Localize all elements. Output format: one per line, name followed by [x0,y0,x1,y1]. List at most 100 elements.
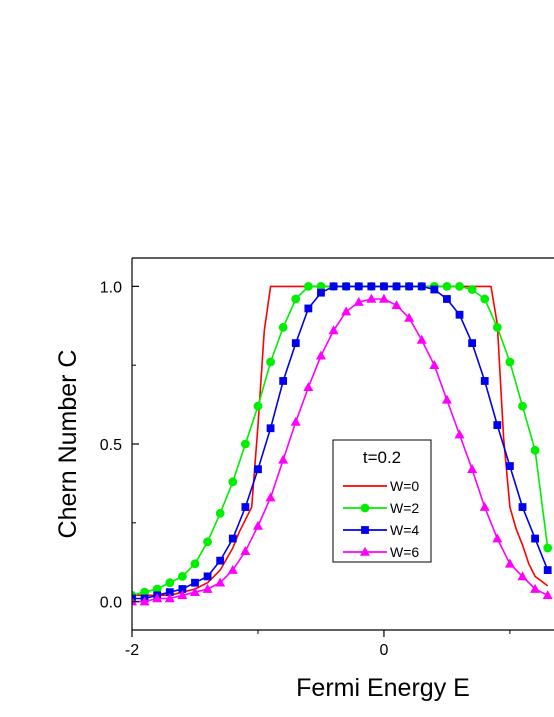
data-point-w4 [493,421,502,429]
data-point-w4 [506,462,514,470]
data-point-w6 [177,590,188,600]
data-point-w6 [290,416,301,426]
legend-marker [360,546,370,556]
data-point-w2 [266,357,275,367]
legend-entry-w4: W=4 [343,522,419,538]
legend-label: W=0 [390,478,419,494]
data-point-w2 [442,281,452,291]
legend-title: t=0.2 [363,448,401,467]
y-tick-label: 1.0 [100,279,122,296]
data-point-w2 [152,584,162,594]
legend-label: W=2 [390,500,419,516]
data-point-w6 [189,586,200,596]
data-point-w4 [304,304,313,313]
data-point-w2 [215,508,225,518]
data-point-w4 [531,534,540,543]
axes-layer: 0.0 0.5 1.0 -2 0 [100,257,554,659]
data-point-w4 [241,503,250,511]
data-point-w6 [152,593,163,603]
x-tick-label: 0 [379,642,388,659]
data-point-w4 [443,295,451,303]
data-point-w6 [227,564,238,574]
x-tick-label: -2 [125,642,139,659]
legend-label: W=4 [390,522,419,538]
data-point-w2 [228,477,238,487]
data-point-w4 [317,288,325,297]
data-point-w2 [177,572,187,581]
data-point-w4 [543,566,552,575]
data-point-w2 [140,587,149,597]
data-point-w4 [178,585,187,593]
legend-label: W=6 [390,544,419,560]
data-point-w4 [468,339,477,348]
data-point-w6 [202,583,213,593]
y-tick-label: 0.0 [100,595,122,612]
legend-entry-w2: W=2 [343,500,419,516]
data-point-w6 [139,596,150,606]
legend-marker [361,526,369,534]
data-point-w6 [215,577,226,587]
data-point-w2 [253,401,263,411]
data-point-w6 [467,464,478,474]
data-point-w4 [191,578,199,587]
data-point-w2 [505,357,515,367]
data-point-w2 [455,281,464,291]
legend-box [332,439,432,563]
data-point-w6 [341,306,352,316]
data-point-w6 [391,300,402,310]
data-point-w6 [328,325,339,335]
data-point-w4 [228,534,237,543]
data-point-w2 [467,285,477,294]
data-point-w4 [291,339,300,348]
data-point-w4 [216,556,225,565]
data-point-w6 [416,334,427,344]
legend-marker [360,503,370,513]
data-point-w4 [380,282,388,291]
data-point-w6 [164,593,175,603]
data-point-w2 [240,439,250,449]
data-point-w2 [543,543,553,553]
data-point-w6 [252,520,263,530]
legend-entry-w0: W=0 [343,478,419,494]
data-point-w4 [254,465,262,474]
data-point-w4 [279,377,288,385]
data-point-w4 [405,282,414,291]
data-point-w2 [203,537,212,547]
data-point-w6 [517,571,528,581]
data-point-w2 [278,322,288,332]
data-point-w6 [542,590,553,600]
data-point-w4 [367,282,376,291]
data-point-w2 [291,294,301,304]
data-point-w6 [353,296,364,306]
x-axis-title: Fermi Energy E [296,674,470,702]
data-point-w2 [530,445,540,455]
data-point-w4 [165,588,174,597]
data-point-w2 [316,281,326,291]
data-point-w6 [366,293,377,303]
data-point-w4 [266,424,275,433]
series-line-w6 [132,298,549,603]
data-point-w2 [303,281,313,291]
data-point-w6 [479,501,490,511]
data-point-w2 [165,578,175,588]
data-point-w6 [315,350,326,360]
data-point-w4 [203,572,212,581]
data-point-w6 [132,596,137,606]
y-axis-title: Chern Number C [54,350,82,539]
data-point-w6 [441,394,452,404]
data-point-w2 [480,294,490,304]
data-point-w2 [190,559,200,569]
legend: t=0.2 W=0 W=2 W=4 W=6 [332,439,432,563]
data-point-w4 [455,310,464,319]
data-point-w6 [278,454,289,464]
data-point-w6 [303,382,314,392]
data-point-w6 [265,492,276,502]
legend-entries: W=0 W=2 W=4 W=6 [343,478,419,560]
data-point-w6 [492,533,503,543]
data-point-w6 [530,583,541,593]
data-point-w4 [342,282,351,291]
series-w6 [132,293,553,606]
legend-entry-w6: W=6 [343,544,419,560]
data-point-w2 [518,401,527,411]
